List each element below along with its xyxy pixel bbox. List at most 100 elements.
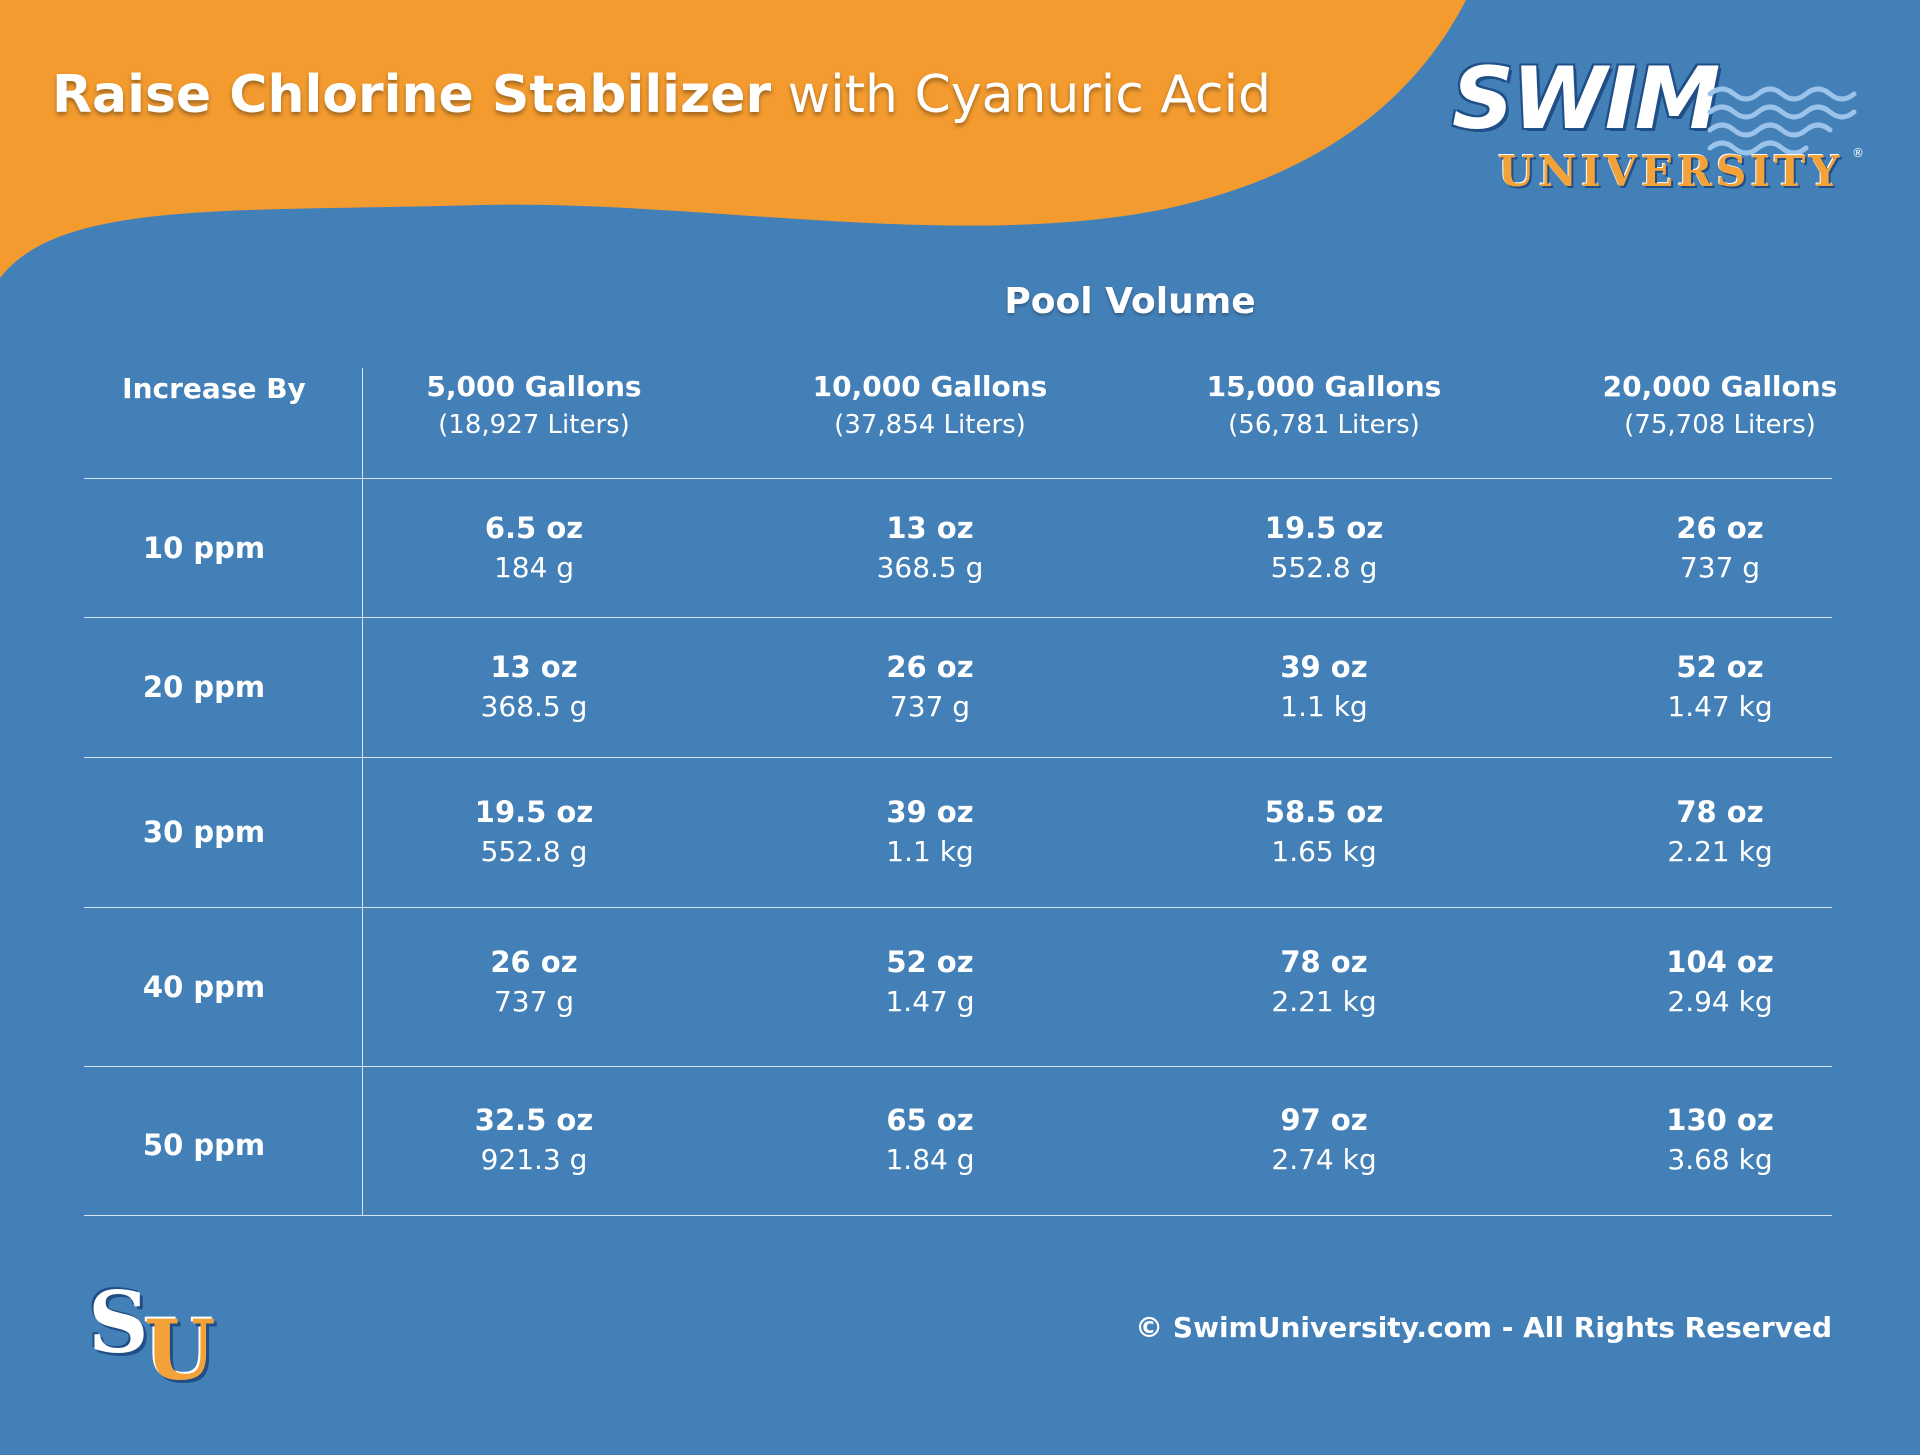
column-header: 20,000 Gallons (75,708 Liters) (1570, 368, 1870, 444)
dose-metric: 552.8 g (1270, 551, 1378, 584)
pool-volume-heading: Pool Volume (1004, 281, 1256, 322)
dose-oz: 65 oz (886, 1103, 974, 1137)
dose-oz: 130 oz (1666, 1103, 1774, 1137)
copyright-text: © SwimUniversity.com - All Rights Reserv… (1135, 1311, 1832, 1344)
header-wave (0, 0, 1466, 278)
dose-oz: 32.5 oz (474, 1103, 594, 1137)
page-title: Raise Chlorine Stabilizer with Cyanuric … (52, 60, 1271, 130)
dose-metric: 1.47 g (885, 985, 975, 1018)
row-divider (84, 907, 1832, 908)
row-label: 50 ppm (142, 1128, 266, 1162)
table-cell: 26 oz 737 g (1570, 508, 1870, 588)
wave-icon (1707, 86, 1857, 156)
table-cell: 97 oz 2.74 kg (1174, 1100, 1474, 1180)
dose-oz: 13 oz (490, 650, 578, 684)
table-cell: 13 oz 368.5 g (384, 647, 684, 727)
dose-metric: 2.74 kg (1271, 1143, 1377, 1176)
dose-oz: 39 oz (1280, 650, 1368, 684)
dose-metric: 2.21 kg (1271, 985, 1377, 1018)
table-cell: 39 oz 1.1 kg (780, 792, 1080, 872)
table-cell: 6.5 oz 184 g (384, 508, 684, 588)
dose-metric: 1.65 kg (1271, 835, 1377, 868)
column-header-liters: (56,781 Liters) (1228, 410, 1420, 440)
table-cell: 19.5 oz 552.8 g (384, 792, 684, 872)
table-cell: 26 oz 737 g (384, 942, 684, 1022)
dose-metric: 2.94 kg (1667, 985, 1773, 1018)
logo-swim-text: SWIM (1452, 49, 1720, 149)
column-divider (362, 368, 363, 1216)
table-cell: 78 oz 2.21 kg (1174, 942, 1474, 1022)
row-divider (84, 757, 1832, 758)
dose-metric: 1.1 kg (1280, 690, 1368, 723)
title-bold: Raise Chlorine Stabilizer (52, 65, 772, 125)
row-label: 30 ppm (142, 815, 266, 849)
dose-metric: 552.8 g (480, 835, 588, 868)
column-header-gallons: 10,000 Gallons (812, 370, 1048, 403)
dose-oz: 26 oz (490, 945, 578, 979)
dose-metric: 737 g (889, 690, 971, 723)
dose-oz: 26 oz (886, 650, 974, 684)
column-header-liters: (18,927 Liters) (438, 410, 630, 440)
dose-oz: 52 oz (886, 945, 974, 979)
dose-oz: 78 oz (1676, 795, 1764, 829)
table-cell: 58.5 oz 1.65 kg (1174, 792, 1474, 872)
row-divider (84, 1066, 1832, 1067)
dose-oz: 26 oz (1676, 511, 1764, 545)
dose-metric: 368.5 g (876, 551, 984, 584)
row-divider (84, 478, 1832, 479)
column-header-gallons: 15,000 Gallons (1206, 370, 1442, 403)
dose-metric: 1.1 kg (886, 835, 974, 868)
dose-oz: 97 oz (1280, 1103, 1368, 1137)
dose-metric: 1.47 kg (1667, 690, 1773, 723)
dose-oz: 19.5 oz (474, 795, 594, 829)
table-cell: 32.5 oz 921.3 g (384, 1100, 684, 1180)
table-cell: 26 oz 737 g (780, 647, 1080, 727)
row-divider (84, 617, 1832, 618)
dose-metric: 368.5 g (480, 690, 588, 723)
dose-metric: 2.21 kg (1667, 835, 1773, 868)
logo-university-text: UNIVERSITY (1498, 147, 1844, 196)
registered-mark: ® (1852, 146, 1864, 160)
row-divider (84, 1215, 1832, 1216)
swim-university-logo: SWIM UNIVERSITY ® (1448, 36, 1868, 206)
dose-oz: 78 oz (1280, 945, 1368, 979)
table-cell: 104 oz 2.94 kg (1570, 942, 1870, 1022)
table-cell: 65 oz 1.84 g (780, 1100, 1080, 1180)
dose-oz: 19.5 oz (1264, 511, 1384, 545)
dose-metric: 737 g (1679, 551, 1761, 584)
table-cell: 130 oz 3.68 kg (1570, 1100, 1870, 1180)
dose-oz: 13 oz (886, 511, 974, 545)
table-cell: 39 oz 1.1 kg (1174, 647, 1474, 727)
su-logo: S U (88, 1273, 228, 1399)
column-header: 15,000 Gallons (56,781 Liters) (1174, 368, 1474, 444)
column-header-liters: (75,708 Liters) (1624, 410, 1816, 440)
dose-oz: 6.5 oz (484, 511, 584, 545)
dose-metric: 184 g (493, 551, 575, 584)
table-cell: 13 oz 368.5 g (780, 508, 1080, 588)
row-label: 40 ppm (142, 970, 266, 1004)
dose-metric: 1.84 g (885, 1143, 975, 1176)
table-cell: 78 oz 2.21 kg (1570, 792, 1870, 872)
dose-metric: 737 g (493, 985, 575, 1018)
title-light: with Cyanuric Acid (787, 65, 1272, 125)
table-cell: 52 oz 1.47 kg (1570, 647, 1870, 727)
row-label: 20 ppm (142, 670, 266, 704)
table-cell: 19.5 oz 552.8 g (1174, 508, 1474, 588)
dose-oz: 52 oz (1676, 650, 1764, 684)
column-header-gallons: 20,000 Gallons (1602, 370, 1838, 403)
dosage-table: Increase By 5,000 Gallons (18,927 Liters… (84, 368, 1837, 1216)
table-cell: 52 oz 1.47 g (780, 942, 1080, 1022)
column-header: 5,000 Gallons (18,927 Liters) (384, 368, 684, 444)
su-logo-u: U (144, 1303, 216, 1399)
dose-metric: 921.3 g (480, 1143, 588, 1176)
row-header-label: Increase By (122, 372, 306, 405)
dose-oz: 39 oz (886, 795, 974, 829)
dose-oz: 104 oz (1666, 945, 1774, 979)
column-header-liters: (37,854 Liters) (834, 410, 1026, 440)
row-label: 10 ppm (142, 531, 266, 565)
dose-oz: 58.5 oz (1264, 795, 1384, 829)
column-header: 10,000 Gallons (37,854 Liters) (780, 368, 1080, 444)
dose-metric: 3.68 kg (1667, 1143, 1773, 1176)
su-logo-s: S (88, 1273, 149, 1372)
column-header-gallons: 5,000 Gallons (426, 370, 642, 403)
